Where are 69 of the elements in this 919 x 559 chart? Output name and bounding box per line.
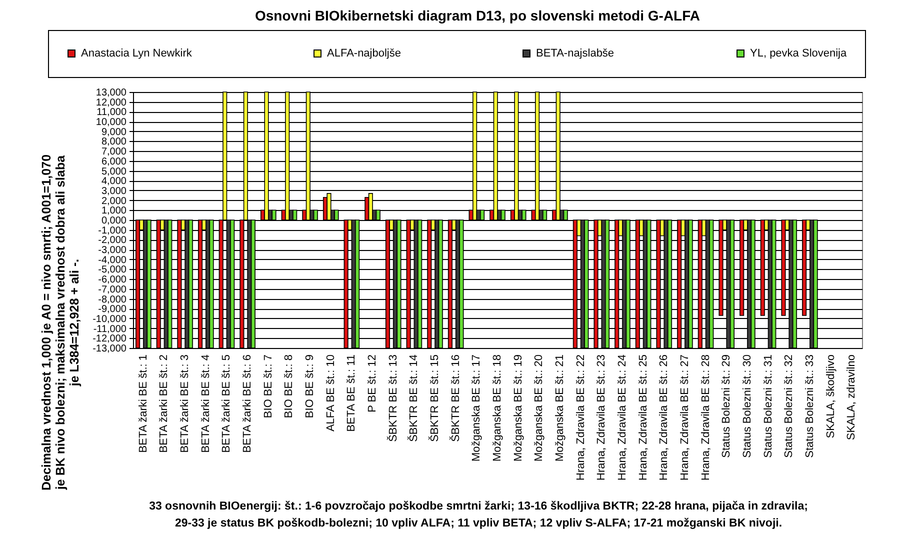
y-tick-label: 0,000 bbox=[101, 216, 127, 226]
y-tick-label: 2,000 bbox=[101, 196, 127, 207]
x-tick-label: BETA žarki BE št.: 3 bbox=[179, 354, 192, 453]
y-tick-label: 11,000 bbox=[96, 107, 127, 118]
x-tick-label: Hrana, Zdravila BE št.: 23 bbox=[596, 354, 608, 480]
y-tick-label: 8,000 bbox=[101, 136, 127, 148]
y-tick-label: 12,000 bbox=[96, 97, 127, 108]
y-axis-title: Decimalna vrednost 1,000 je A0 = nivo smrti; A001=1,070 je BK nivo bolezni; maksimalna vrednost dobra ali slaba je L384=12,928 + ali -. bbox=[40, 154, 82, 491]
x-tick-label: Hrana, Zdravila BE št.: 22 bbox=[574, 354, 587, 480]
y-tick-label: 13,000 bbox=[96, 88, 127, 98]
x-tick-label: BETA žarki BE št.: 4 bbox=[200, 354, 212, 453]
y-tick-label: -10,000 bbox=[92, 314, 127, 325]
x-tick-label: Status Bolezni št.: 29 bbox=[720, 354, 733, 458]
x-tick-label: Možganska BE št.: 18 bbox=[492, 354, 504, 462]
x-tick-label: ŠBKTR BE št.: 13 bbox=[386, 354, 400, 442]
x-tick-label: Status Bolezni št.: 30 bbox=[741, 354, 754, 458]
x-tick-label: Status Bolezni št.: 33 bbox=[804, 354, 816, 458]
x-tick-label: ŠBKTR BE št.: 15 bbox=[428, 354, 442, 442]
y-tick-label: -13,000 bbox=[92, 344, 127, 354]
y-tick-label: 1,000 bbox=[101, 206, 127, 217]
x-tick-label: BETA žarki BE št.: 1 bbox=[137, 354, 150, 453]
y-tick-label: -6,000 bbox=[98, 274, 127, 286]
x-tick-label: BIO BE št.: 7 bbox=[262, 354, 274, 418]
legend-label: ALFA-najboljše bbox=[327, 48, 401, 60]
x-tick-label: Možganska BE št.: 21 bbox=[554, 354, 566, 462]
x-tick-label: ŠBKTR BE št.: 16 bbox=[448, 354, 462, 442]
y-tick-label: 7,000 bbox=[101, 146, 127, 158]
x-tick-label: SKALA, škodljivo bbox=[824, 354, 837, 438]
y-tick-label: -2,000 bbox=[98, 235, 127, 246]
x-tick-label: BIO BE št.: 9 bbox=[304, 354, 316, 418]
y-tick-label: -11,000 bbox=[93, 324, 127, 335]
x-tick-label: P BE št.: 12 bbox=[366, 354, 379, 412]
y-tick-label: -4,000 bbox=[98, 254, 127, 266]
y-tick-label: 4,000 bbox=[101, 176, 127, 188]
x-tick-label: BIO BE št.: 8 bbox=[283, 354, 296, 418]
x-tick-label: Hrana, Zdravila BE št.: 28 bbox=[700, 354, 712, 480]
x-tick-label: Možganska BE št.: 17 bbox=[470, 354, 483, 462]
legend-label: BETA-najslabše bbox=[536, 48, 614, 60]
chart-title: Osnovni BIOkibernetski diagram D13, po slovenski metodi G-ALFA bbox=[255, 8, 700, 24]
y-tick-label: -1,000 bbox=[98, 225, 127, 236]
y-tick-label: 3,000 bbox=[101, 186, 127, 197]
x-tick-label: BETA žarki BE št.: 6 bbox=[242, 354, 254, 453]
x-tick-label: Hrana, Zdravila BE št.: 26 bbox=[658, 354, 670, 480]
legend-label: YL, pevka Slovenija bbox=[750, 48, 848, 60]
y-tick-label: -5,000 bbox=[98, 264, 127, 276]
x-tick-label: BETA žarki BE št.: 5 bbox=[220, 354, 233, 453]
y-tick-label: 6,000 bbox=[101, 156, 127, 168]
y-tick-label: 9,000 bbox=[101, 126, 127, 138]
x-tick-label: BETA BE št.: 11 bbox=[346, 354, 358, 432]
y-tick-label: -7,000 bbox=[98, 284, 127, 296]
x-tick-label: Hrana, Zdravila BE št.: 25 bbox=[637, 354, 650, 480]
y-tick-label: -3,000 bbox=[98, 245, 127, 256]
x-tick-label: BETA žarki BE št.: 2 bbox=[158, 354, 170, 453]
x-axis-title: 33 osnovnih BIOenergij: št.: 1-6 povzročajo poškodbe smrtni žarki; 13-16 škodljiva BKTR; 22-28 hrana, pijača in zdravila; 29-33 je status BK poškodb-bolezni; 10 vpliv ALFA; 11 vpliv BETA; 12 vpliv S-ALFA; 17-21 možganski BK nivoji. bbox=[149, 500, 808, 530]
x-tick-label: Hrana, Zdravila BE št.: 24 bbox=[616, 354, 628, 480]
x-tick-label: Možganska BE št.: 20 bbox=[533, 354, 546, 462]
x-tick-label: SKALA, zdravilno bbox=[846, 354, 858, 440]
x-tick-label: Status Bolezni št.: 32 bbox=[783, 354, 796, 458]
x-tick-label: Možganska BE št.: 19 bbox=[512, 354, 524, 462]
y-tick-label: 10,000 bbox=[96, 117, 127, 128]
x-tick-label: Status Bolezni št.: 31 bbox=[762, 354, 774, 458]
x-tick-label: Hrana, Zdravila BE št.: 27 bbox=[678, 354, 691, 480]
x-tick-label: ALFA BE št.: 10 bbox=[324, 354, 337, 432]
x-tick-label: ŠBKTR BE št.: 14 bbox=[407, 354, 420, 442]
y-tick-label: -12,000 bbox=[92, 334, 127, 345]
y-tick-label: 5,000 bbox=[101, 166, 127, 178]
legend-label: Anastacia Lyn Newkirk bbox=[81, 48, 192, 60]
y-tick-label: -8,000 bbox=[98, 294, 127, 306]
y-tick-label: -9,000 bbox=[98, 304, 127, 316]
